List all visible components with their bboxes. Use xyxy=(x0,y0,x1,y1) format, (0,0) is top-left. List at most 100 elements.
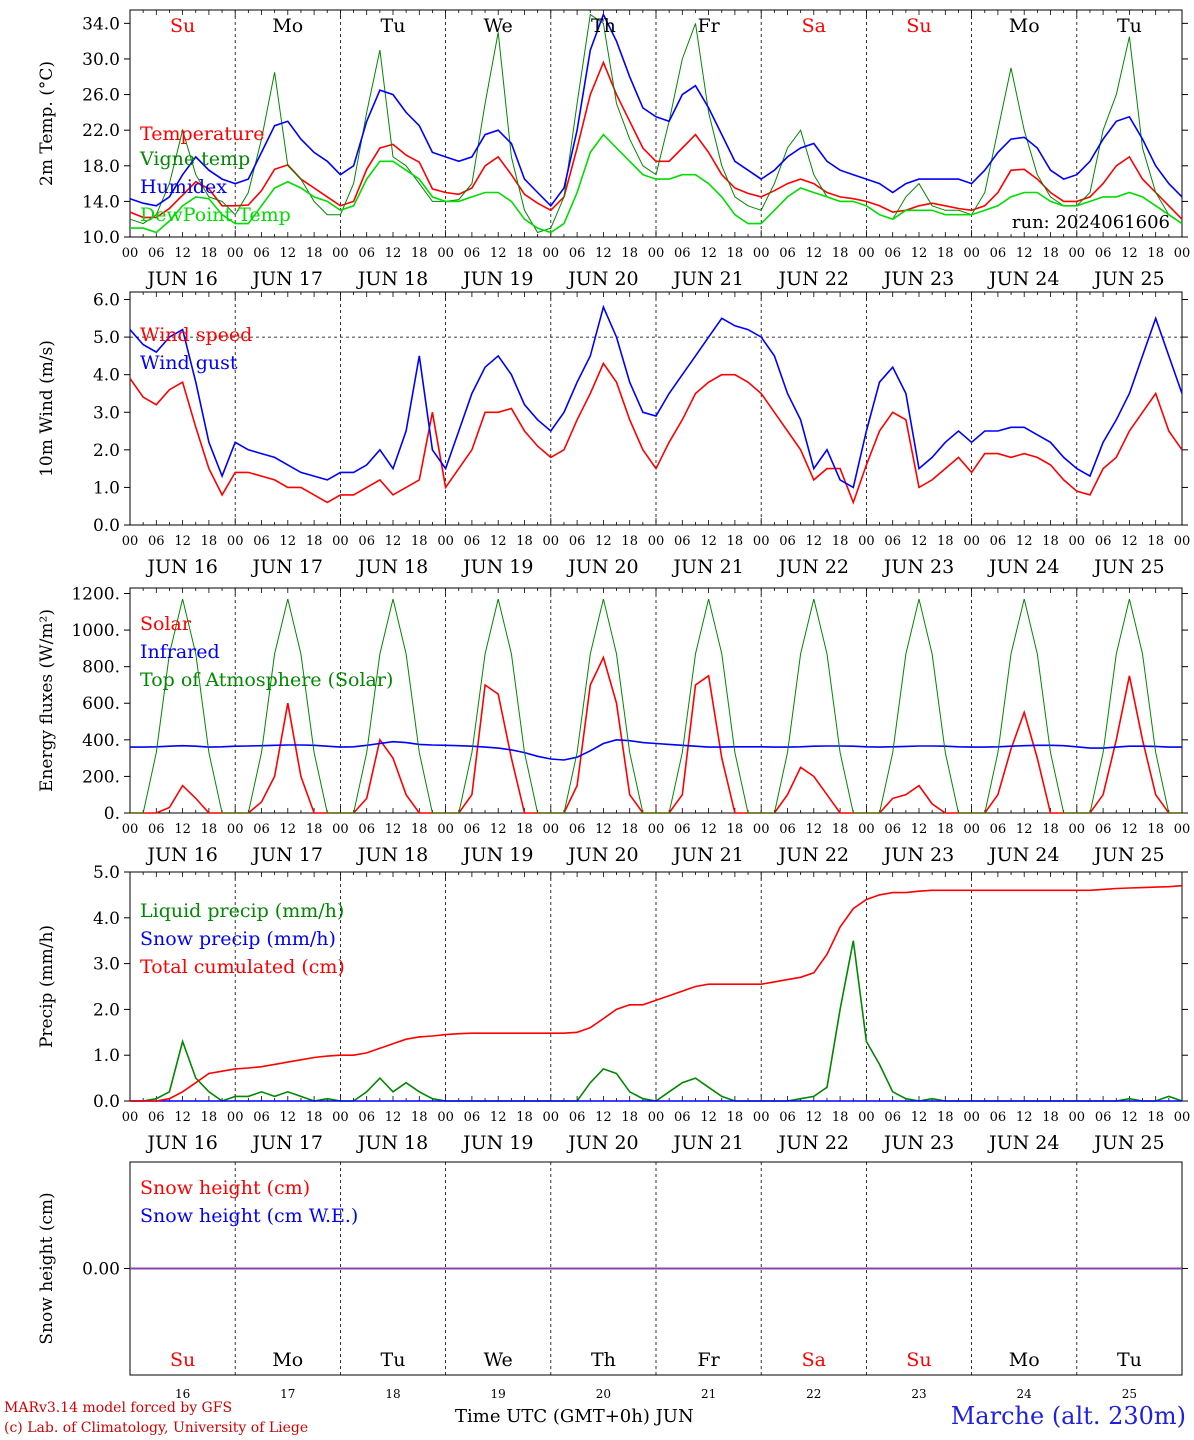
hour-tick-label: 00 xyxy=(753,246,770,261)
panel-2-y-tick-label: 600. xyxy=(82,694,120,714)
hour-tick-label: 18 xyxy=(727,1110,744,1125)
day-of-week-label: Mo xyxy=(272,15,303,37)
legend-liquid-precip-mm-h-: Liquid precip (mm/h) xyxy=(140,900,344,922)
day-of-week-label: Tu xyxy=(1117,1349,1142,1371)
hour-tick-label: 12 xyxy=(1016,822,1033,837)
date-label: JUN 18 xyxy=(356,844,428,866)
hour-tick-label: 12 xyxy=(700,534,717,549)
hour-tick-label: 06 xyxy=(569,534,586,549)
day-of-week-label: Fr xyxy=(697,15,720,37)
hour-tick-label: 06 xyxy=(148,822,165,837)
hour-tick-label: 06 xyxy=(884,534,901,549)
date-label: JUN 23 xyxy=(882,1132,954,1154)
hour-tick-label: 06 xyxy=(779,822,796,837)
hour-tick-label: 00 xyxy=(122,246,139,261)
hour-tick-label: 06 xyxy=(253,534,270,549)
series-wind-gust xyxy=(129,304,1183,489)
hour-tick-label: 00 xyxy=(437,1110,454,1125)
day-number-label: 23 xyxy=(911,1387,926,1401)
hour-tick-label: 12 xyxy=(280,246,297,261)
legend-wind-gust: Wind gust xyxy=(140,352,238,374)
panel-0-y-tick-label: 26.0 xyxy=(82,86,120,106)
hour-tick-label: 18 xyxy=(937,822,954,837)
panel-4-y-label: Snow height (cm) xyxy=(37,1192,57,1344)
date-label: JUN 25 xyxy=(1092,556,1164,578)
hour-tick-label: 18 xyxy=(727,822,744,837)
panel-0-y-tick-label: 10.0 xyxy=(82,228,120,248)
panel-0-y-label: 2m Temp. (°C) xyxy=(37,61,57,186)
hour-tick-label: 18 xyxy=(832,1110,849,1125)
hour-tick-label: 18 xyxy=(1147,1110,1164,1125)
hour-tick-label: 12 xyxy=(385,534,402,549)
hour-tick-label: 18 xyxy=(411,1110,428,1125)
lab-credit: (c) Lab. of Climatology, University of L… xyxy=(4,1420,309,1436)
hour-tick-label: 00 xyxy=(753,534,770,549)
panel-1-y-tick-label: 2.0 xyxy=(93,441,120,461)
hour-tick-label: 18 xyxy=(306,822,323,837)
date-label: JUN 18 xyxy=(356,1132,428,1154)
hour-tick-label: 06 xyxy=(990,822,1007,837)
hour-tick-label: 12 xyxy=(490,246,507,261)
hour-tick-label: 00 xyxy=(1069,1110,1086,1125)
panel-3-y-label: Precip (mm/h) xyxy=(37,925,57,1048)
day-of-week-label: Sa xyxy=(802,15,826,37)
hour-tick-label: 00 xyxy=(753,822,770,837)
hour-tick-label: 06 xyxy=(358,1110,375,1125)
hour-tick-label: 06 xyxy=(358,534,375,549)
legend-snow-height-cm-w-e-: Snow height (cm W.E.) xyxy=(140,1205,358,1227)
day-of-week-label: Tu xyxy=(381,15,406,37)
legend-dewpoint-temp: DewPoint Temp xyxy=(140,204,291,226)
date-label: JUN 22 xyxy=(777,1132,849,1154)
hour-tick-label: 12 xyxy=(806,246,823,261)
panel-0-y-tick-label: 14.0 xyxy=(82,192,120,212)
date-label: JUN 25 xyxy=(1092,844,1164,866)
hour-tick-label: 12 xyxy=(385,1110,402,1125)
hour-tick-label: 12 xyxy=(806,534,823,549)
hour-tick-label: 12 xyxy=(174,1110,191,1125)
hour-tick-label: 00 xyxy=(543,1110,560,1125)
date-label: JUN 23 xyxy=(882,556,954,578)
hour-tick-label: 00 xyxy=(753,1110,770,1125)
hour-tick-label: 18 xyxy=(411,246,428,261)
hour-tick-label: 18 xyxy=(1147,822,1164,837)
hour-tick-label: 06 xyxy=(990,246,1007,261)
series-vigne-temp xyxy=(129,13,1183,234)
series-total-cumulated-cm- xyxy=(130,884,1183,1102)
day-of-week-label: Th xyxy=(591,15,616,37)
hour-tick-label: 12 xyxy=(385,822,402,837)
hour-tick-label: 06 xyxy=(569,1110,586,1125)
hour-tick-label: 06 xyxy=(569,822,586,837)
panel-2-y-label: Energy fluxes (W/m²) xyxy=(37,609,57,792)
panel-4-y-tick-label: 0.00 xyxy=(82,1260,120,1280)
hour-tick-label: 18 xyxy=(201,246,218,261)
hour-tick-label: 18 xyxy=(621,1110,638,1125)
series-temperature xyxy=(129,60,1183,220)
series-dewpoint-temp xyxy=(130,133,1183,234)
legend-solar: Solar xyxy=(140,613,192,635)
day-number-label: 24 xyxy=(1017,1387,1033,1401)
hour-tick-label: 00 xyxy=(648,246,665,261)
panel-1-y-label: 10m Wind (m/s) xyxy=(37,340,57,477)
date-label: JUN 17 xyxy=(251,556,323,578)
station-label: Marche (alt. 230m) xyxy=(950,1402,1186,1430)
day-of-week-label: Tu xyxy=(381,1349,406,1371)
hour-tick-label: 18 xyxy=(1042,246,1059,261)
hour-tick-label: 00 xyxy=(332,246,349,261)
date-label: JUN 19 xyxy=(461,844,533,866)
date-label: JUN 16 xyxy=(145,1132,217,1154)
hour-tick-label: 06 xyxy=(569,246,586,261)
hour-tick-label: 12 xyxy=(806,822,823,837)
hour-tick-label: 12 xyxy=(174,822,191,837)
hour-tick-label: 12 xyxy=(1016,534,1033,549)
hour-tick-label: 06 xyxy=(148,1110,165,1125)
hour-tick-label: 18 xyxy=(727,246,744,261)
date-label: JUN 18 xyxy=(356,556,428,578)
hour-tick-label: 12 xyxy=(1121,246,1138,261)
hour-tick-label: 06 xyxy=(674,534,691,549)
panel-2-y-tick-label: 0. xyxy=(104,804,120,824)
hour-tick-label: 06 xyxy=(464,1110,481,1125)
hour-tick-label: 00 xyxy=(543,822,560,837)
panel-1-y-tick-label: 3.0 xyxy=(93,403,120,423)
hour-tick-label: 00 xyxy=(437,534,454,549)
